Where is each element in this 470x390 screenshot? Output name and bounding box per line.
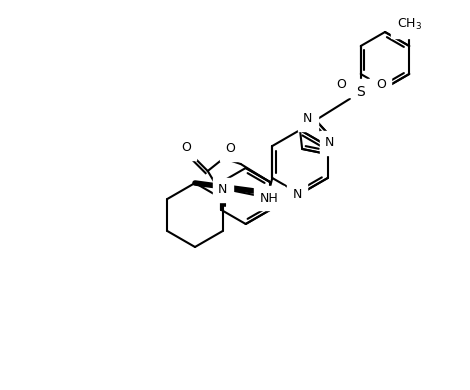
Text: S: S <box>356 85 365 99</box>
Text: CH$_3$: CH$_3$ <box>397 17 422 32</box>
Text: O: O <box>226 142 235 155</box>
Text: N: N <box>325 136 334 149</box>
Text: NH: NH <box>260 191 279 204</box>
Text: N: N <box>292 188 302 200</box>
Text: N: N <box>218 183 227 196</box>
Text: O: O <box>336 78 346 92</box>
Text: N: N <box>303 112 313 125</box>
Text: O: O <box>376 78 386 92</box>
Text: O: O <box>181 141 191 154</box>
